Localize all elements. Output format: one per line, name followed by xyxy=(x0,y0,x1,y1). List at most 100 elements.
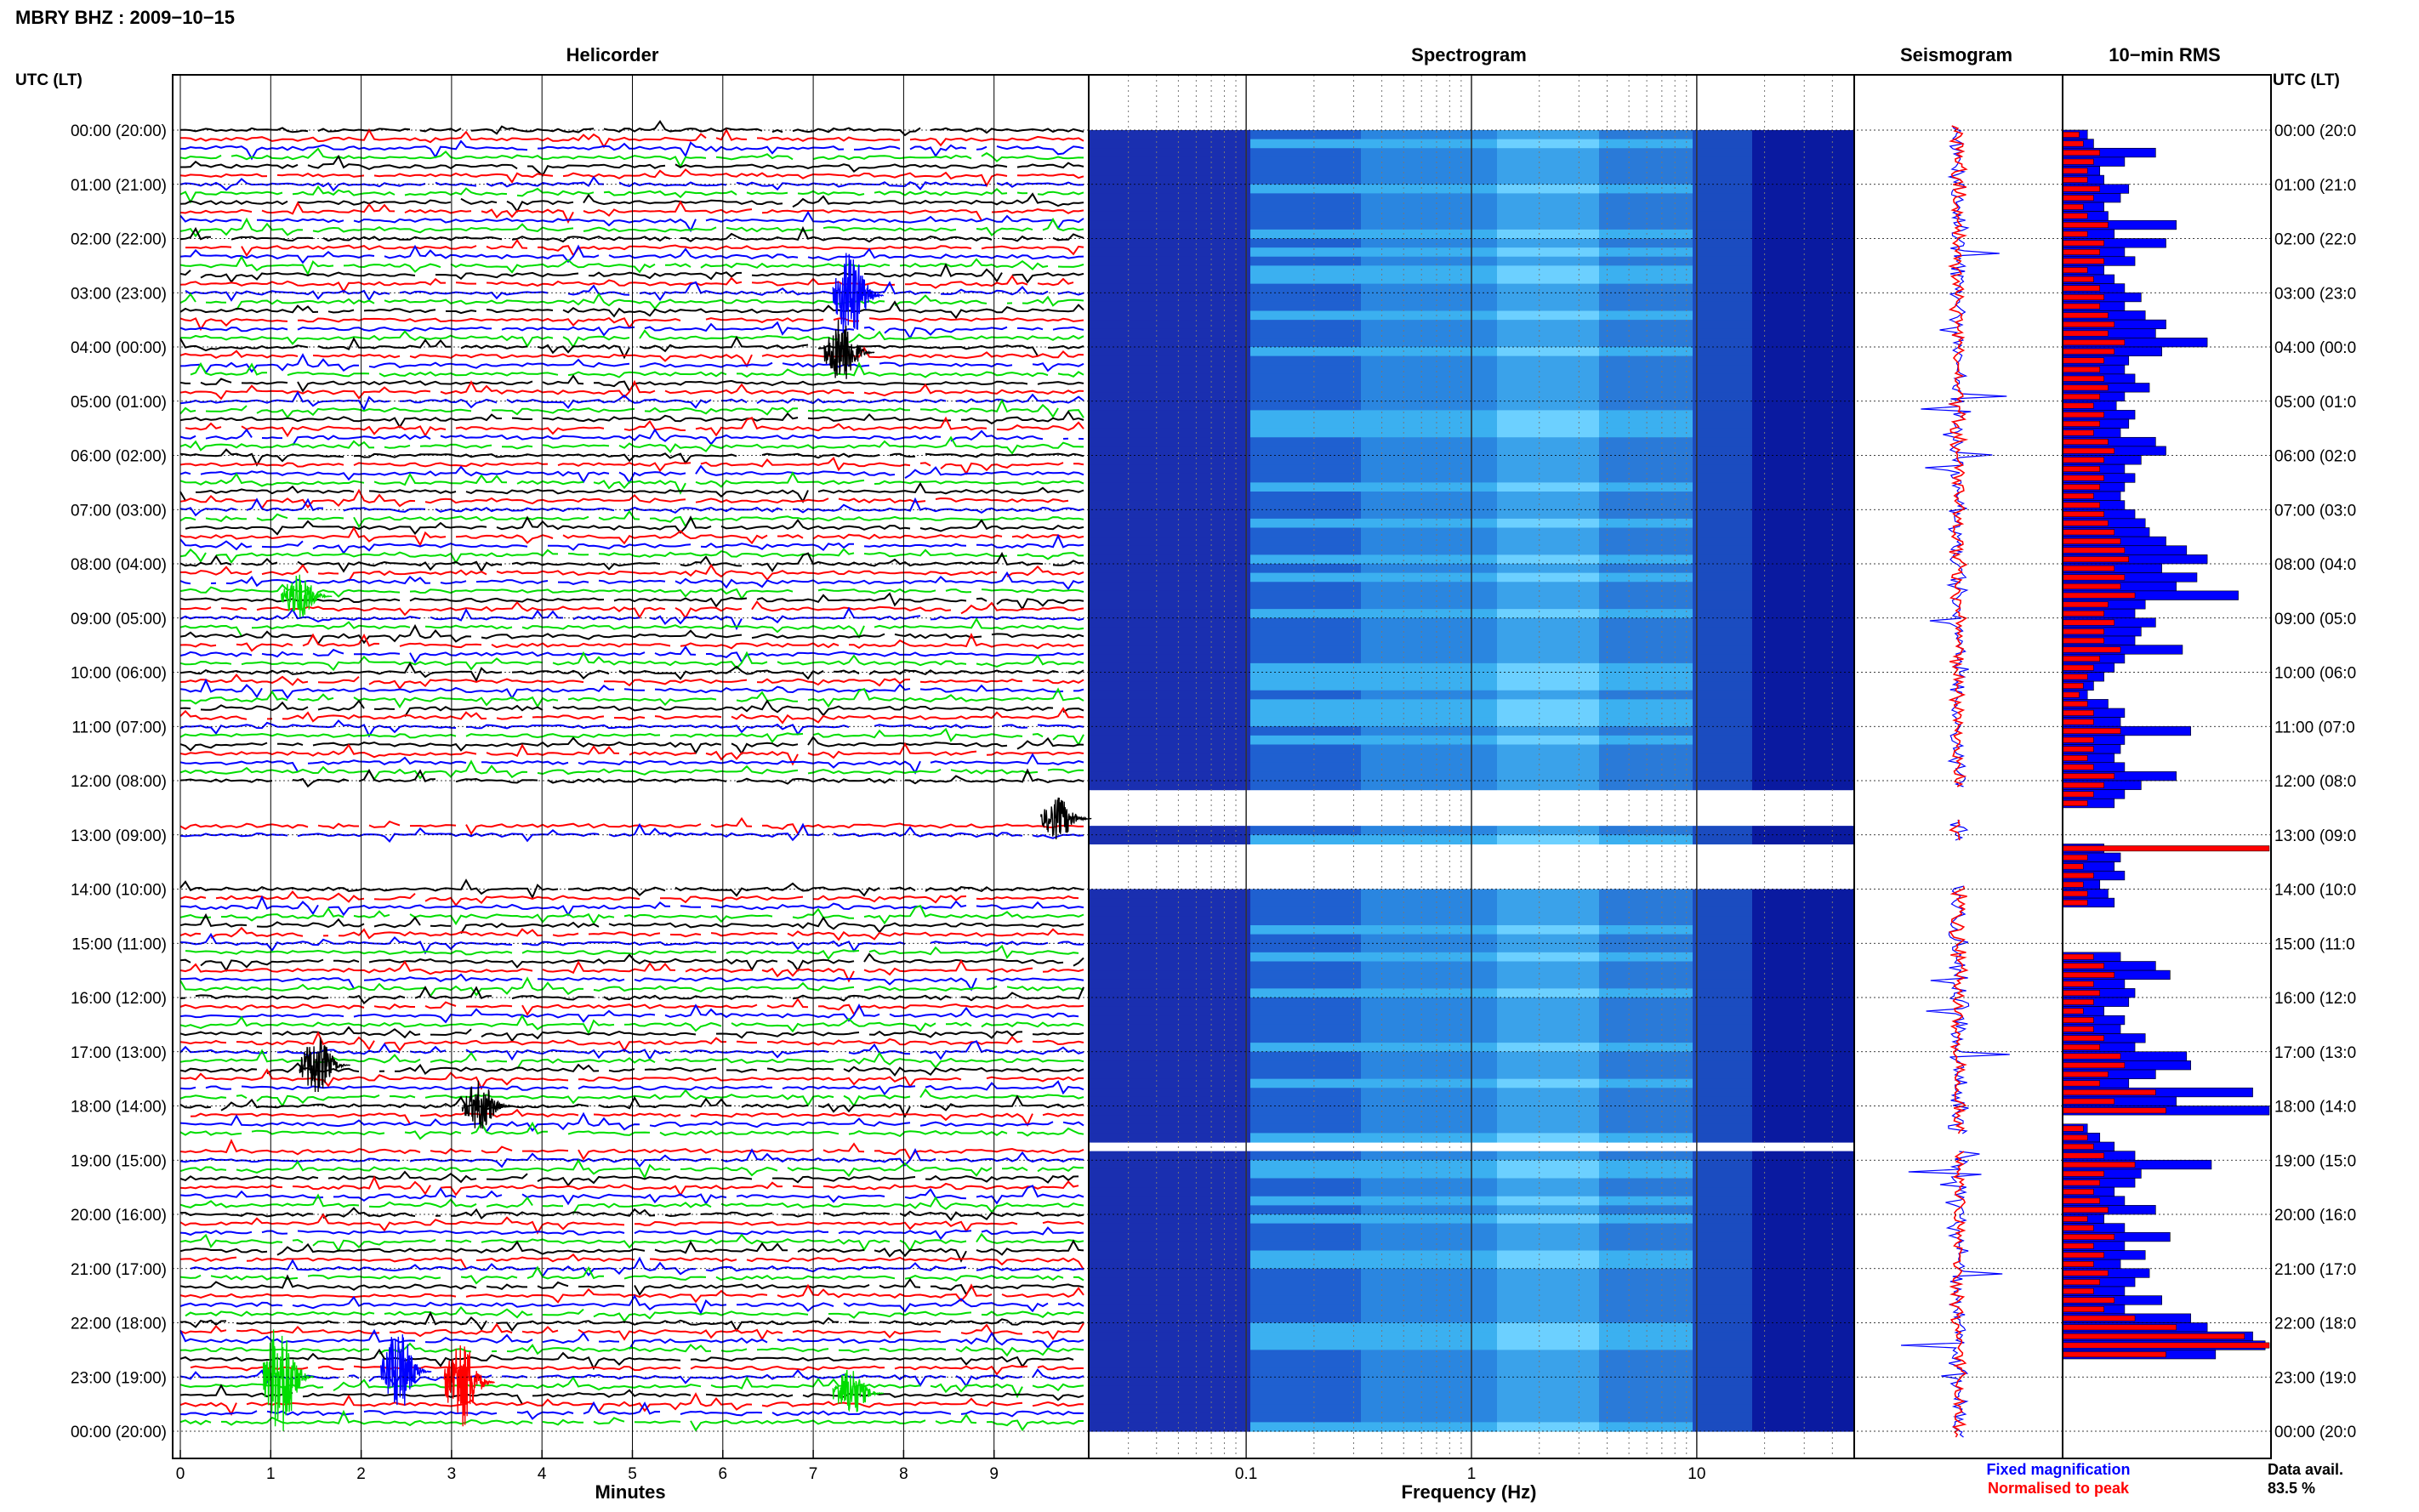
helicorder-trace-line xyxy=(179,1368,1084,1388)
spectrogram-row-band xyxy=(1752,1033,1854,1043)
spectrogram-row-band xyxy=(1693,1033,1752,1043)
seismogram-title: Seismogram xyxy=(1900,44,2012,65)
spectrogram-row-band xyxy=(1497,617,1599,628)
spectrogram-row-band xyxy=(1250,1322,1361,1333)
spectrogram-row-band xyxy=(1089,726,1250,736)
spectrogram-row-band xyxy=(1752,1168,1854,1179)
spectrogram-row-band xyxy=(1752,256,1854,266)
spectrogram-row-band xyxy=(1497,1006,1599,1016)
spectrogram-row-band xyxy=(1693,1241,1752,1252)
helicorder-trace-line xyxy=(179,329,1084,349)
spectrogram-row-band xyxy=(1599,148,1693,158)
helicorder-trace-line xyxy=(179,623,1084,645)
spectrogram-row-band xyxy=(1752,834,1854,844)
spectrogram-row-band xyxy=(1497,401,1599,411)
spectrogram-row-band xyxy=(1599,1232,1693,1242)
spectrogram-row-band xyxy=(1497,771,1599,782)
spectrogram-row-band xyxy=(1089,699,1250,709)
spectrogram-row-band xyxy=(1599,1350,1693,1360)
spectrogram-row-band xyxy=(1693,1006,1752,1016)
spectrogram-row-band xyxy=(1497,907,1599,917)
spectrogram-row-band xyxy=(1250,1024,1361,1035)
spectrogram-row-band xyxy=(1599,1168,1693,1179)
spectrogram-row-band xyxy=(1497,1115,1599,1125)
spectrogram-row-band xyxy=(1752,1359,1854,1369)
spectrogram-row-band xyxy=(1089,1123,1250,1134)
data-avail-value: 83.5 % xyxy=(2268,1480,2315,1497)
spectrogram-row-band xyxy=(1361,1015,1497,1026)
spectrogram-row-band xyxy=(1089,1160,1250,1170)
time-label-left: 13:00 (09:00) xyxy=(71,827,167,845)
spectrogram-row-band xyxy=(1599,527,1693,537)
spectrogram-row-band xyxy=(1752,1115,1854,1125)
spectrogram-row-band xyxy=(1250,464,1361,475)
helicorder-trace-line xyxy=(179,1003,1079,1024)
spectrogram-row-band xyxy=(1599,184,1693,194)
spectrogram-row-band xyxy=(1599,654,1693,664)
spectrogram-row-band xyxy=(1599,998,1693,1008)
spectrogram-row-band xyxy=(1361,1377,1497,1387)
spectrogram-row-band xyxy=(1693,771,1752,782)
spectrogram-row-band xyxy=(1497,156,1599,168)
spectrogram-row-band xyxy=(1089,175,1250,185)
spectrogram-row-band xyxy=(1693,437,1752,447)
spectrogram-row-band xyxy=(1752,238,1854,248)
spectrogram-row-band xyxy=(1089,220,1250,230)
spectrogram-row-band xyxy=(1693,898,1752,908)
spectrogram-row-band xyxy=(1250,834,1361,844)
helicorder-event-burst xyxy=(832,1369,885,1413)
spectrogram-row-band xyxy=(1361,762,1497,772)
spectrogram-row-band xyxy=(1599,554,1693,565)
spectrogram-row-band xyxy=(1361,428,1497,438)
spectrogram-row-band xyxy=(1693,690,1752,700)
station-title: MBRY BHZ : 2009−10−15 xyxy=(15,7,235,28)
spectrogram-row-band xyxy=(1693,645,1752,655)
spectrogram-row-band xyxy=(1250,1106,1361,1116)
rms-bar-normalised xyxy=(2062,1252,2104,1259)
spectrogram-row-band xyxy=(1089,627,1250,637)
spectrogram-row-band xyxy=(1599,690,1693,700)
spectrogram-row-band xyxy=(1089,500,1250,510)
spectrogram-row-band xyxy=(1599,1377,1693,1387)
spectrogram-row-band xyxy=(1497,1078,1599,1089)
helicorder-trace-line xyxy=(179,1226,1084,1241)
helicorder-trace-line xyxy=(179,471,1084,495)
spectrogram-row-band xyxy=(1497,492,1599,502)
helicorder-trace-line xyxy=(179,192,1084,213)
spectrogram-row-band xyxy=(1693,500,1752,510)
time-label-left: 10:00 (06:00) xyxy=(71,665,167,683)
spectrogram-row-band xyxy=(1089,1395,1250,1405)
rms-bar-normalised xyxy=(2062,611,2104,617)
spectrogram-row-band xyxy=(1693,1268,1752,1278)
spectrogram-row-band xyxy=(1693,355,1752,366)
spectrogram-row-band xyxy=(1089,265,1250,276)
spectrogram-row-band xyxy=(1497,1196,1599,1206)
rms-bar-normalised xyxy=(2062,213,2088,219)
spectrogram-row-band xyxy=(1361,672,1497,682)
spectrogram-row-band xyxy=(1752,509,1854,520)
helicorder-trace-line xyxy=(179,600,1084,620)
rms-bar-normalised xyxy=(2062,1170,2104,1177)
spectrogram-row-band xyxy=(1497,699,1599,709)
spectrogram-row-band xyxy=(1361,934,1497,944)
spectrogram-row-band xyxy=(1599,925,1693,935)
spectrogram-row-band xyxy=(1250,554,1361,565)
spectrogram-row-band xyxy=(1250,545,1361,555)
time-label-left: 00:00 (20:00) xyxy=(71,1424,167,1441)
spectrogram-row-band xyxy=(1693,1196,1752,1206)
spectrogram-row-band xyxy=(1497,1043,1599,1053)
spectrogram-row-band xyxy=(1752,545,1854,555)
spectrogram-row-band xyxy=(1693,717,1752,727)
helicorder-trace-line xyxy=(179,464,1084,485)
spectrogram-row-band xyxy=(1250,1404,1361,1414)
spectrogram-row-band xyxy=(1250,410,1361,420)
spectrogram-row-band xyxy=(1361,1340,1497,1350)
spectrogram-row-band xyxy=(1089,238,1250,248)
rms-bar-normalised xyxy=(2062,367,2100,372)
spectrogram-row-band xyxy=(1361,1060,1497,1071)
spectrogram-row-band xyxy=(1752,726,1854,736)
spectrogram-row-band xyxy=(1497,1295,1599,1305)
spectrogram-row-band xyxy=(1693,1385,1752,1396)
spectrogram-row-band xyxy=(1089,229,1250,240)
spectrogram-row-band xyxy=(1250,247,1361,258)
